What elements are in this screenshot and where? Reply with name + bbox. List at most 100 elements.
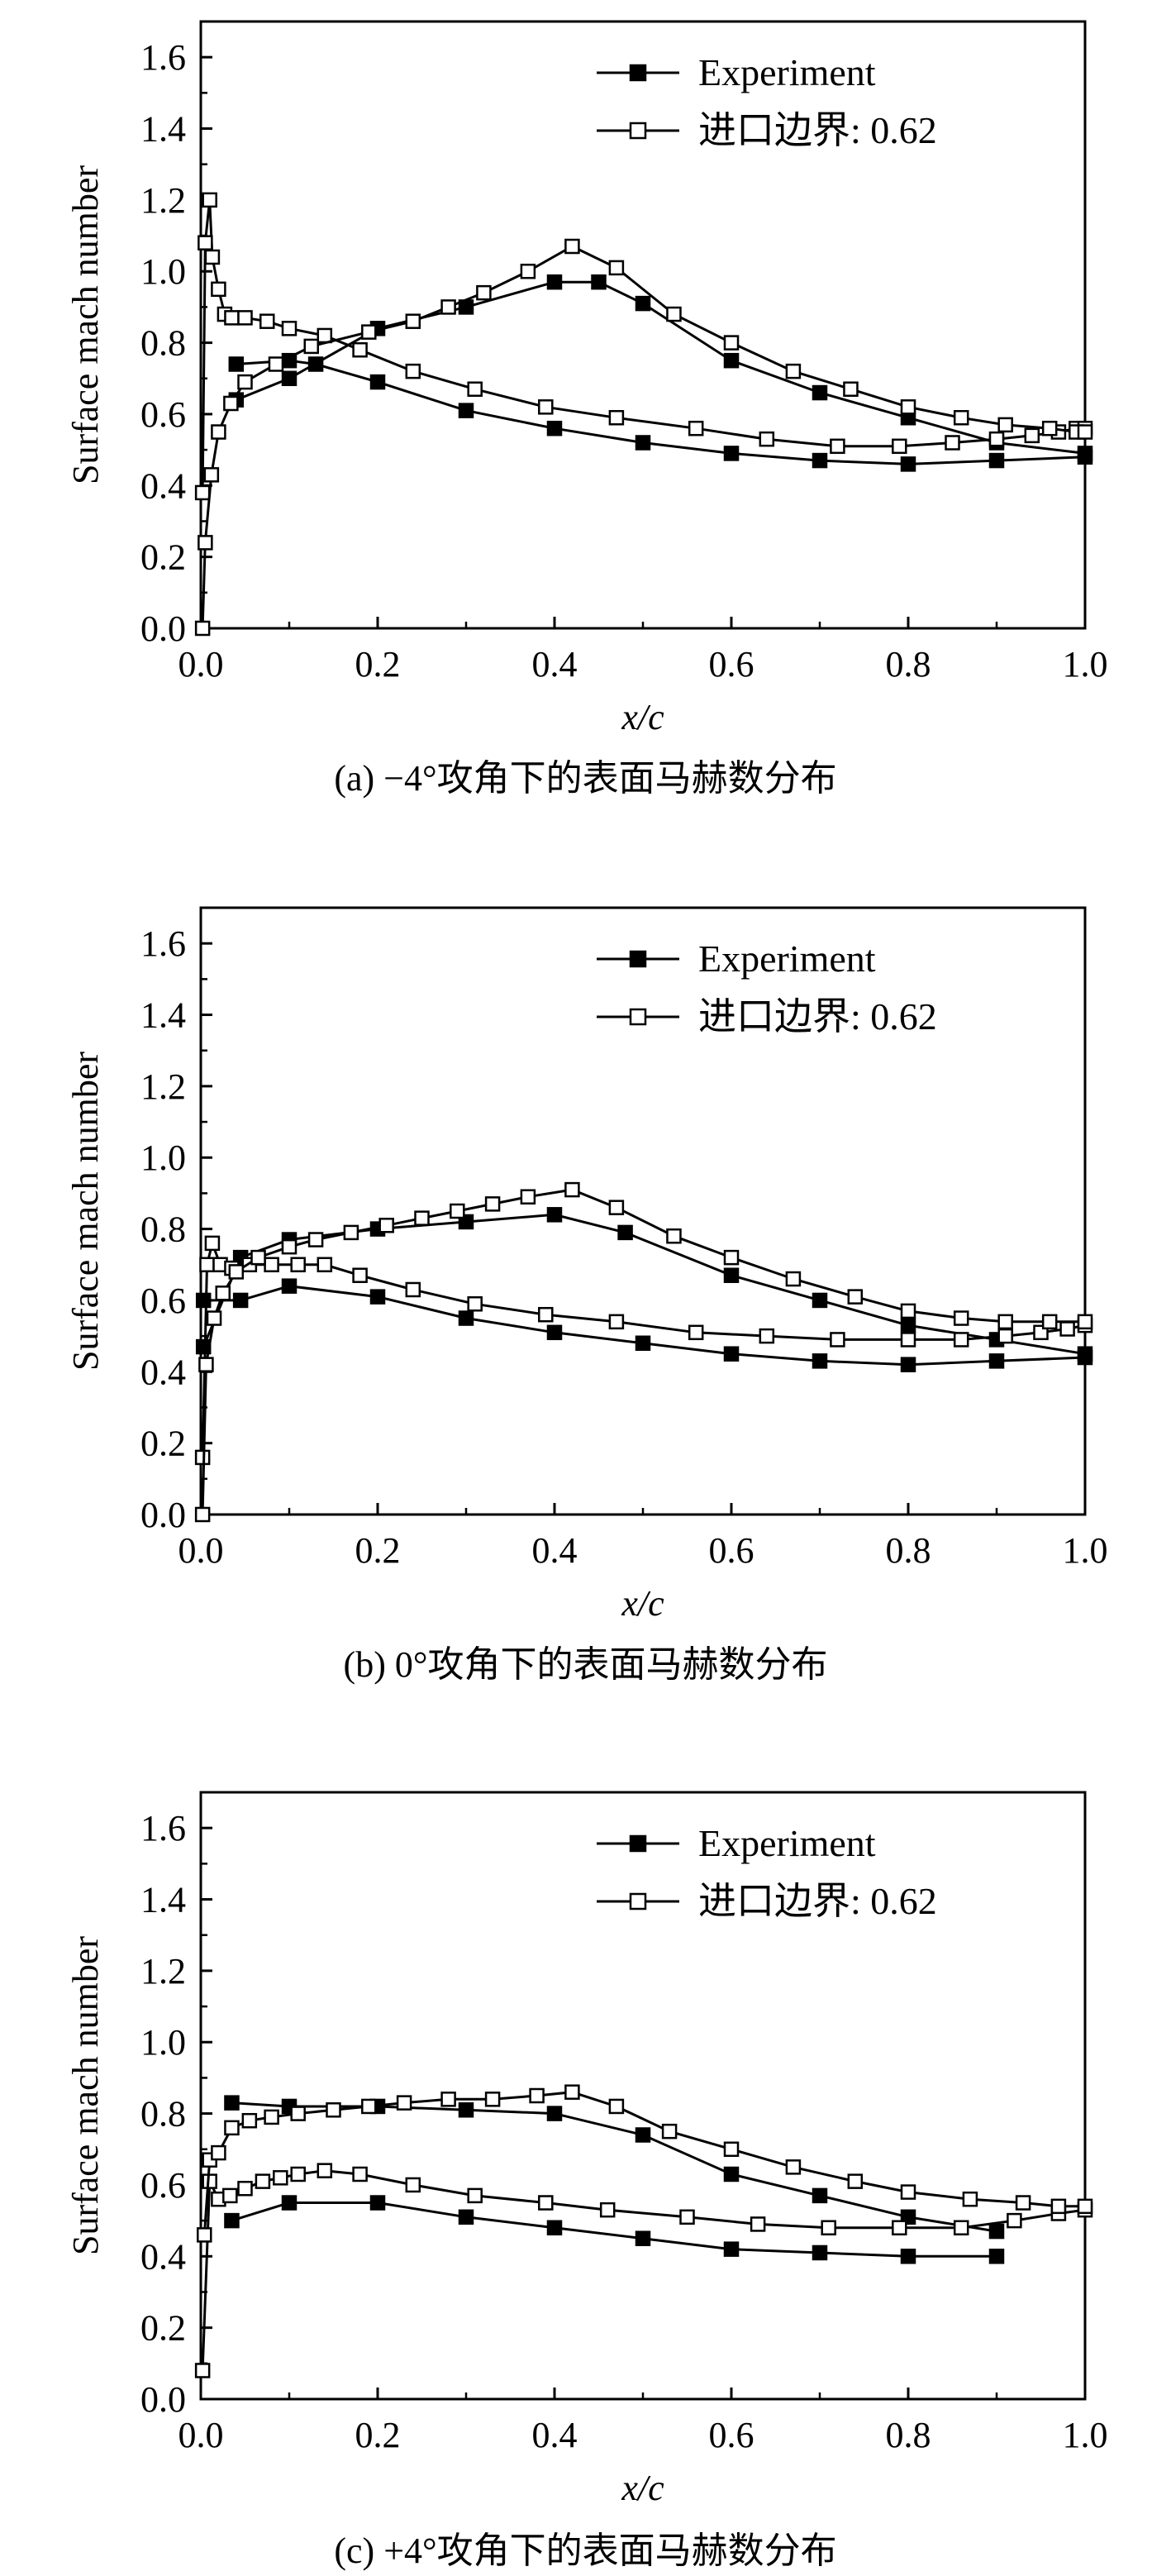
legend-label: Experiment bbox=[698, 937, 876, 980]
data-point-simulation bbox=[900, 1303, 916, 1319]
data-point-experiment bbox=[369, 374, 386, 390]
series-line-experiment bbox=[231, 2202, 997, 2258]
data-point-simulation bbox=[564, 1181, 580, 1198]
plot-frame bbox=[199, 1791, 1087, 2401]
plot-frame bbox=[199, 906, 1087, 1516]
data-point-simulation bbox=[900, 1332, 916, 1348]
data-point-simulation bbox=[1041, 1314, 1058, 1330]
data-point-experiment bbox=[1077, 446, 1093, 461]
data-point-simulation bbox=[204, 1235, 221, 1252]
data-point-simulation bbox=[194, 1506, 211, 1523]
data-point-experiment bbox=[617, 1224, 633, 1241]
data-point-simulation bbox=[194, 484, 211, 501]
data-point-experiment bbox=[232, 1292, 249, 1309]
data-point-simulation bbox=[228, 1264, 245, 1280]
data-point-simulation bbox=[1077, 1314, 1093, 1330]
data-point-simulation bbox=[900, 2184, 916, 2200]
data-point-simulation bbox=[953, 2220, 969, 2236]
data-point-experiment bbox=[546, 1324, 563, 1341]
data-point-experiment bbox=[812, 2244, 828, 2261]
data-point-experiment bbox=[988, 452, 1005, 469]
data-point-simulation bbox=[608, 1314, 625, 1330]
data-point-simulation bbox=[830, 1332, 845, 1348]
data-point-simulation bbox=[264, 1257, 279, 1273]
data-point-experiment bbox=[369, 2195, 386, 2211]
x-axis-label: x/c bbox=[621, 697, 664, 737]
y-tick-label: 1.6 bbox=[140, 923, 186, 964]
data-point-simulation bbox=[361, 324, 377, 340]
data-point-simulation bbox=[405, 1281, 421, 1298]
data-point-simulation bbox=[414, 1210, 430, 1226]
caption-b: (b) 0°攻角下的表面马赫数分布 bbox=[343, 1644, 828, 1685]
data-point-simulation bbox=[224, 310, 240, 326]
x-tick-label: 0.4 bbox=[532, 644, 578, 685]
data-point-experiment bbox=[988, 1353, 1005, 1369]
data-point-experiment bbox=[635, 1335, 651, 1352]
data-point-experiment bbox=[723, 2166, 740, 2182]
y-tick-label: 0.6 bbox=[140, 1281, 186, 1321]
data-point-simulation bbox=[679, 2209, 695, 2225]
data-point-simulation bbox=[405, 313, 421, 329]
data-point-simulation bbox=[255, 2173, 271, 2189]
legend-marker bbox=[629, 122, 647, 140]
data-point-simulation bbox=[892, 2220, 907, 2236]
data-point-simulation bbox=[440, 2092, 456, 2107]
y-tick-label: 1.4 bbox=[140, 995, 186, 1036]
data-point-experiment bbox=[224, 2095, 240, 2111]
data-point-simulation bbox=[198, 535, 213, 551]
data-point-experiment bbox=[812, 2187, 828, 2204]
data-point-simulation bbox=[843, 381, 859, 397]
data-point-simulation bbox=[194, 2363, 211, 2378]
chart-c: 0.0 0.2 0.4 0.6 0.8 1.0 0.0 0.2 0.4 0.6 0.8 1.0 1.2 1… bbox=[65, 1791, 1108, 2508]
data-point-simulation bbox=[1007, 2212, 1022, 2229]
data-point-simulation bbox=[352, 341, 368, 358]
chart-b: 0.0 0.2 0.4 0.6 0.8 1.0 0.0 0.2 0.4 0.6 0.8 1.0 1.2 1… bbox=[65, 906, 1108, 1624]
data-point-simulation bbox=[608, 2098, 625, 2115]
data-point-simulation bbox=[723, 335, 740, 351]
data-point-simulation bbox=[237, 374, 253, 390]
data-point-simulation bbox=[484, 2092, 501, 2107]
data-point-experiment bbox=[1077, 1346, 1093, 1362]
x-tick-label: 0.8 bbox=[886, 1530, 931, 1571]
chart-panel-b: 0.0 0.2 0.4 0.6 0.8 1.0 0.0 0.2 0.4 0.6 0.8 1.0 1.2 1… bbox=[0, 886, 1171, 1721]
data-point-experiment bbox=[723, 446, 740, 461]
y-tick-label: 0.2 bbox=[140, 537, 186, 578]
x-tick-label: 0.6 bbox=[709, 1530, 754, 1571]
x-tick-label: 0.6 bbox=[709, 644, 754, 685]
data-point-simulation bbox=[198, 235, 213, 250]
data-point-simulation bbox=[250, 1249, 266, 1266]
data-point-experiment bbox=[635, 2127, 651, 2143]
data-point-simulation bbox=[202, 192, 217, 208]
data-point-simulation bbox=[303, 338, 319, 355]
plot-frame bbox=[199, 20, 1087, 630]
data-point-experiment bbox=[900, 1317, 916, 1333]
data-point-experiment bbox=[988, 2249, 1005, 2264]
data-point-simulation bbox=[268, 356, 284, 372]
data-point-simulation bbox=[1059, 1321, 1075, 1337]
x-tick-label: 0.0 bbox=[179, 644, 224, 685]
data-point-experiment bbox=[591, 274, 607, 290]
data-point-experiment bbox=[900, 1357, 916, 1372]
data-point-experiment bbox=[458, 2102, 474, 2118]
data-point-experiment bbox=[224, 2212, 240, 2229]
data-point-simulation bbox=[723, 2141, 740, 2158]
data-point-simulation bbox=[666, 306, 682, 322]
data-point-simulation bbox=[830, 438, 845, 455]
chart-a: 0.0 0.2 0.4 0.6 0.8 1.0 0.0 0.2 0.4 0.6 0.8 1.0 1.2 1… bbox=[65, 20, 1108, 737]
data-point-simulation bbox=[224, 2120, 240, 2136]
x-tick-label: 1.0 bbox=[1063, 2415, 1108, 2455]
data-point-simulation bbox=[988, 431, 1005, 447]
data-point-simulation bbox=[343, 1224, 359, 1241]
x-tick-label: 0.8 bbox=[886, 2415, 931, 2455]
data-point-simulation bbox=[237, 2181, 253, 2197]
y-tick-label: 0.8 bbox=[140, 2094, 186, 2135]
data-point-experiment bbox=[723, 2241, 740, 2257]
data-point-experiment bbox=[900, 2249, 916, 2264]
data-point-simulation bbox=[608, 410, 625, 426]
y-tick-label: 0.8 bbox=[140, 1209, 186, 1250]
y-tick-label: 1.0 bbox=[140, 2022, 186, 2063]
y-tick-label: 0.6 bbox=[140, 2165, 186, 2206]
data-point-experiment bbox=[546, 420, 563, 436]
data-point-simulation bbox=[1077, 2198, 1093, 2215]
chart-panel-c: 0.0 0.2 0.4 0.6 0.8 1.0 0.0 0.2 0.4 0.6 0.8 1.0 1.2 1… bbox=[0, 1771, 1171, 2576]
